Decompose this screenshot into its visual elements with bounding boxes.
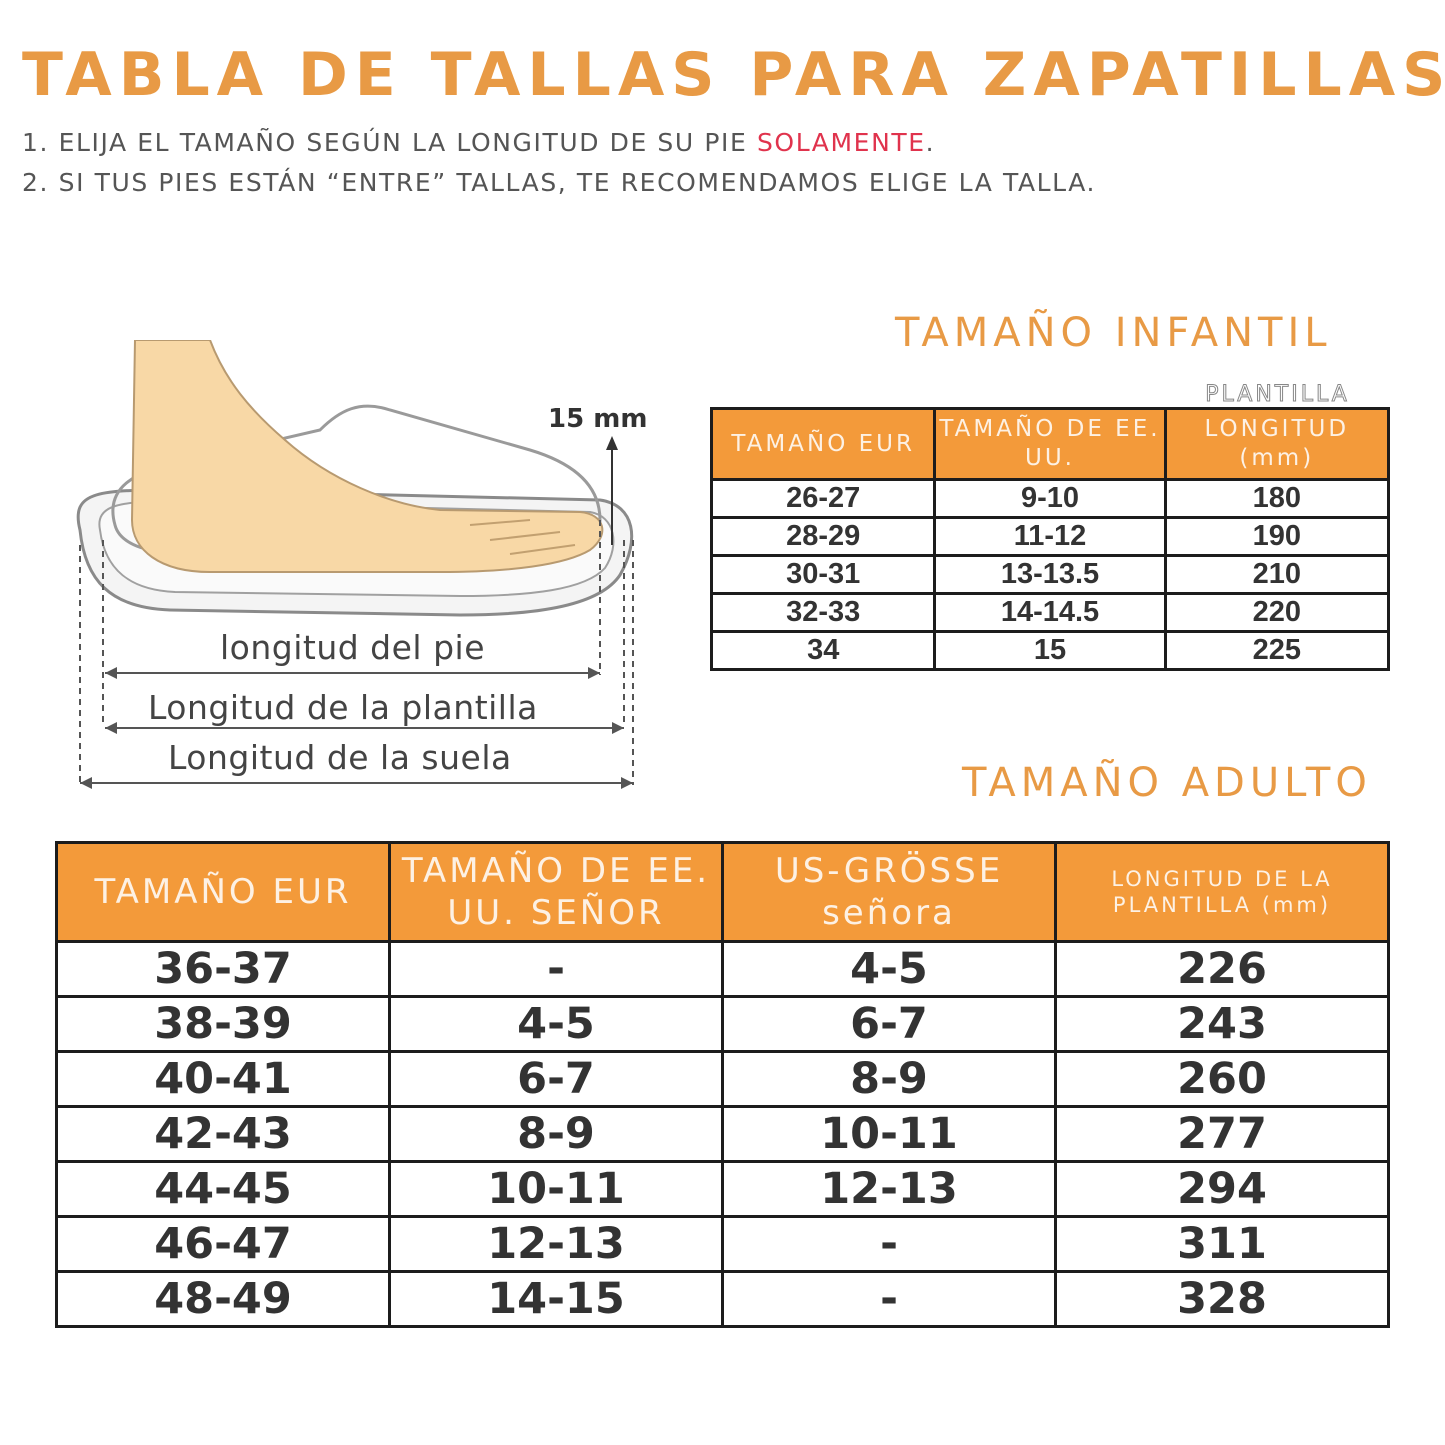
table-cell: 10-11 xyxy=(721,1105,1057,1163)
foot-illustration xyxy=(76,339,634,789)
table-cell: 220 xyxy=(1163,592,1391,633)
table-cell: 190 xyxy=(1163,516,1391,557)
table-cell: 15 xyxy=(933,630,1167,671)
table-cell: - xyxy=(388,940,724,998)
column-header: TAMAÑO DE EE. UU. xyxy=(933,407,1167,481)
table-cell: - xyxy=(721,1270,1057,1328)
adult-size-table: TAMAÑO EUR TAMAÑO DE EE. UU. SEÑOR US-GR… xyxy=(55,841,1390,1328)
table-cell: 180 xyxy=(1163,478,1391,519)
table-row: 44-45 10-11 12-13 294 xyxy=(55,1160,1390,1218)
sole-length-label: Longitud de la suela xyxy=(168,738,512,777)
table-row: 34 15 225 xyxy=(709,630,1391,671)
offset-label: 15 mm xyxy=(548,404,648,434)
insole-length-label: Longitud de la plantilla xyxy=(148,688,538,727)
table-cell: 42-43 xyxy=(55,1105,391,1163)
table-cell: 13-13.5 xyxy=(933,554,1167,595)
table-cell: 4-5 xyxy=(721,940,1057,998)
table-cell: 36-37 xyxy=(55,940,391,998)
table-cell: 28-29 xyxy=(709,516,937,557)
table-cell: 12-13 xyxy=(388,1215,724,1273)
table-cell: 311 xyxy=(1054,1215,1390,1273)
table-row: 48-49 14-15-328 xyxy=(55,1270,1390,1328)
table-cell: 30-31 xyxy=(709,554,937,595)
table-cell: 294 xyxy=(1054,1160,1390,1218)
table-row: 32-33 14-14.5 220 xyxy=(709,592,1391,633)
table-cell: 9-10 xyxy=(933,478,1167,519)
table-header-row: TAMAÑO EUR TAMAÑO DE EE. UU. SEÑOR US-GR… xyxy=(55,841,1390,943)
table-cell: 12-13 xyxy=(721,1160,1057,1218)
column-header: LONGITUD DE LA PLANTILLA (mm) xyxy=(1054,841,1390,943)
table-cell: 26-27 xyxy=(709,478,937,519)
table-cell: 6-7 xyxy=(721,995,1057,1053)
column-header: LONGITUD (mm) xyxy=(1163,407,1391,481)
table-cell: 48-49 xyxy=(55,1270,391,1328)
instruction-1: 1. ELIJA EL TAMAÑO SEGÚN LA LONGITUD DE … xyxy=(22,128,935,157)
table-row: 30-31 13-13.5 210 xyxy=(709,554,1391,595)
table-cell: 40-41 xyxy=(55,1050,391,1108)
table-cell: 14-14.5 xyxy=(933,592,1167,633)
table-cell: 46-47 xyxy=(55,1215,391,1273)
table-cell: 260 xyxy=(1054,1050,1390,1108)
table-row: 36-37-4-5 226 xyxy=(55,940,1390,998)
instruction-1-highlight: SOLAMENTE xyxy=(756,128,926,157)
table-header-row: TAMAÑO EUR TAMAÑO DE EE. UU. LONGITUD (m… xyxy=(709,407,1391,481)
instruction-2: 2. SI TUS PIES ESTÁN “ENTRE” TALLAS, TE … xyxy=(22,168,1097,197)
table-cell: 10-11 xyxy=(388,1160,724,1218)
kids-section-title: TAMAÑO INFANTIL xyxy=(895,310,1332,356)
table-cell: 8-9 xyxy=(388,1105,724,1163)
table-cell: 14-15 xyxy=(388,1270,724,1328)
table-cell: 225 xyxy=(1163,630,1391,671)
column-header: TAMAÑO EUR xyxy=(709,407,937,481)
table-cell: 38-39 xyxy=(55,995,391,1053)
table-row: 28-29 11-12 190 xyxy=(709,516,1391,557)
column-header: US-GRÖSSE señora xyxy=(721,841,1057,943)
table-row: 26-27 9-10 180 xyxy=(709,478,1391,519)
adult-section-title: TAMAÑO ADULTO xyxy=(962,760,1372,806)
table-cell: 34 xyxy=(709,630,937,671)
table-cell: 4-5 xyxy=(388,995,724,1053)
table-row: 42-43 8-9 10-11 277 xyxy=(55,1105,1390,1163)
instruction-1-suffix: . xyxy=(925,128,936,157)
table-row: 40-41 6-7 8-9 260 xyxy=(55,1050,1390,1108)
column-header: TAMAÑO EUR xyxy=(55,841,391,943)
table-row: 38-39 4-5 6-7 243 xyxy=(55,995,1390,1053)
table-cell: 32-33 xyxy=(709,592,937,633)
table-cell: 328 xyxy=(1054,1270,1390,1328)
foot-length-label: longitud del pie xyxy=(220,628,486,667)
table-cell: 11-12 xyxy=(933,516,1167,557)
foot-measurement-diagram: 15 mm longitud del pie Longitud de la pl… xyxy=(60,339,700,800)
table-row: 46-47 12-13-311 xyxy=(55,1215,1390,1273)
table-cell: 277 xyxy=(1054,1105,1390,1163)
table-cell: 210 xyxy=(1163,554,1391,595)
kids-size-table: TAMAÑO EUR TAMAÑO DE EE. UU. LONGITUD (m… xyxy=(709,407,1391,671)
table-cell: 243 xyxy=(1054,995,1390,1053)
column-header: TAMAÑO DE EE. UU. SEÑOR xyxy=(388,841,724,943)
table-cell: - xyxy=(721,1215,1057,1273)
table-cell: 8-9 xyxy=(721,1050,1057,1108)
table-cell: 226 xyxy=(1054,940,1390,998)
instruction-1-text: 1. ELIJA EL TAMAÑO SEGÚN LA LONGITUD DE … xyxy=(22,128,757,157)
table-cell: 44-45 xyxy=(55,1160,391,1218)
kids-overlay-header: PLANTILLA xyxy=(1205,382,1350,408)
table-cell: 6-7 xyxy=(388,1050,724,1108)
page-title: TABLA DE TALLAS PARA ZAPATILLAS xyxy=(22,40,1445,110)
